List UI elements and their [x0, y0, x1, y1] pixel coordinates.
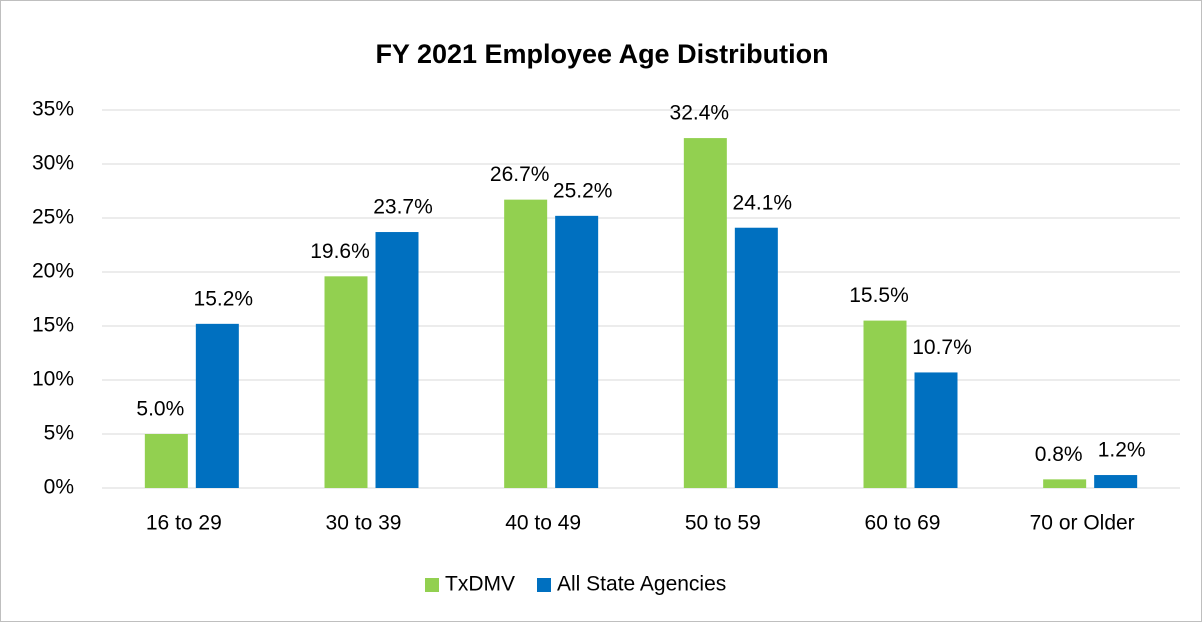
x-tick-label: 60 to 69	[865, 512, 941, 535]
y-tick-label: 25%	[32, 206, 74, 229]
bar	[1094, 475, 1138, 488]
bar	[914, 372, 958, 488]
bar	[734, 227, 778, 488]
legend-label: All State Agencies	[557, 573, 726, 596]
x-tick-label: 40 to 49	[505, 512, 581, 535]
bar	[504, 199, 548, 488]
data-label: 24.1%	[733, 191, 793, 214]
y-tick-label: 5%	[44, 422, 74, 445]
legend-swatch	[425, 578, 439, 592]
x-tick-label: 70 or Older	[1030, 512, 1135, 535]
data-label: 0.8%	[1035, 443, 1083, 466]
bar	[144, 434, 188, 488]
data-label: 19.6%	[310, 240, 370, 263]
data-label: 10.7%	[912, 336, 972, 359]
x-tick-label: 16 to 29	[146, 512, 222, 535]
legend-swatch	[537, 578, 551, 592]
y-tick-label: 30%	[32, 152, 74, 175]
x-tick-label: 30 to 39	[326, 512, 402, 535]
y-tick-label: 20%	[32, 260, 74, 283]
bar	[1043, 479, 1087, 488]
data-label: 26.7%	[490, 163, 550, 186]
y-tick-label: 15%	[32, 314, 74, 337]
x-tick-label: 50 to 59	[685, 512, 761, 535]
bar	[324, 276, 368, 488]
bar	[863, 320, 907, 488]
data-label: 1.2%	[1098, 439, 1146, 462]
bar	[683, 138, 727, 488]
bar	[555, 215, 599, 488]
chart-title: FY 2021 Employee Age Distribution	[375, 39, 828, 69]
legend-label: TxDMV	[445, 573, 515, 596]
bar	[375, 232, 419, 488]
y-tick-label: 0%	[44, 476, 74, 499]
y-tick-label: 10%	[32, 368, 74, 391]
data-label: 32.4%	[670, 102, 730, 125]
data-label: 15.2%	[194, 287, 254, 310]
data-label: 15.5%	[849, 284, 909, 307]
y-tick-label: 35%	[32, 98, 74, 121]
bar	[195, 323, 239, 488]
data-label: 23.7%	[373, 196, 433, 219]
data-label: 25.2%	[553, 179, 613, 202]
data-label: 5.0%	[136, 398, 184, 421]
